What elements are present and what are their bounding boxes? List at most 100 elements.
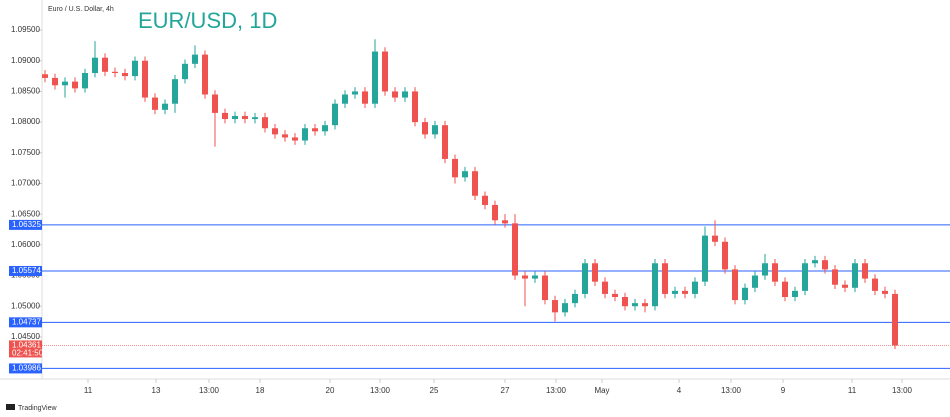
- candle-body: [592, 263, 598, 282]
- candle-body: [742, 287, 748, 301]
- candle-body: [612, 293, 618, 297]
- candle-body: [42, 74, 48, 78]
- candle-body: [522, 275, 528, 279]
- candle-body: [802, 263, 808, 291]
- candle-body: [672, 290, 678, 294]
- candle-body: [192, 54, 198, 64]
- candle-body: [872, 278, 878, 291]
- candle-body: [322, 125, 328, 132]
- x-tick-label: 13:00: [892, 386, 913, 395]
- candle-body: [282, 134, 288, 138]
- last-price-badge: [9, 340, 42, 358]
- candle-body: [242, 115, 248, 120]
- candle-body: [652, 263, 658, 307]
- level-label: 1.03986: [12, 364, 41, 373]
- candle-body: [602, 281, 608, 294]
- candle-body: [392, 91, 398, 98]
- y-tick-label: 1.08000: [11, 117, 40, 126]
- candle-body: [712, 235, 718, 242]
- candle-body: [662, 263, 668, 294]
- candle-body: [292, 137, 298, 141]
- candle-body: [762, 263, 768, 276]
- candle-body: [892, 293, 898, 346]
- candle-body: [112, 71, 118, 74]
- y-tick-label: 1.07000: [11, 179, 40, 188]
- candle-body: [882, 290, 888, 294]
- candle-body: [822, 260, 828, 270]
- x-tick-label: 13:00: [370, 386, 391, 395]
- candle-body: [102, 57, 108, 72]
- candle-body: [502, 220, 508, 224]
- level-badge: [9, 265, 42, 276]
- x-tick-label: 9: [781, 386, 786, 395]
- level-badge: [9, 363, 42, 374]
- candle-body: [772, 263, 778, 282]
- x-tick-label: 25: [430, 386, 439, 395]
- x-tick-label: May: [594, 386, 609, 395]
- candle-body: [382, 51, 388, 92]
- candle-body: [212, 94, 218, 113]
- candle-body: [692, 281, 698, 294]
- candle-body: [702, 235, 708, 282]
- candle-body: [152, 97, 158, 110]
- candle-body: [552, 300, 558, 313]
- candle-body: [682, 290, 688, 294]
- candle-body: [482, 195, 488, 205]
- candle-body: [312, 128, 318, 132]
- candle-body: [122, 73, 128, 77]
- candle-body: [442, 125, 448, 159]
- y-tick-label: 1.06000: [11, 240, 40, 249]
- y-tick-label: 1.08500: [11, 87, 40, 96]
- y-tick-label: 1.09000: [11, 56, 40, 65]
- candle-body: [532, 275, 538, 279]
- candle-body: [812, 260, 818, 264]
- level-label: 1.05574: [12, 266, 41, 275]
- chart-subtitle: Euro / U.S. Dollar, 4h: [48, 6, 114, 13]
- candle-body: [162, 103, 168, 110]
- x-tick-label: 4: [677, 386, 682, 395]
- x-tick-label: 11: [84, 386, 93, 395]
- countdown-label: 02:41:50: [12, 349, 44, 358]
- candle-body: [92, 57, 98, 74]
- candle-body: [52, 77, 58, 86]
- x-tick-label: 13:00: [546, 386, 567, 395]
- candle-body: [452, 158, 458, 178]
- x-tick-label: 11: [848, 386, 857, 395]
- candle-body: [852, 263, 858, 288]
- brand-icon: [6, 404, 15, 410]
- candle-body: [572, 293, 578, 304]
- candle-body: [222, 112, 228, 120]
- candle-body: [462, 171, 468, 178]
- candle-body: [62, 81, 68, 86]
- chart-title: EUR/USD, 1D: [138, 8, 277, 33]
- candle-body: [792, 290, 798, 297]
- candle-body: [132, 60, 138, 77]
- candle-body: [412, 91, 418, 123]
- candle-body: [262, 117, 268, 129]
- brand-logo: TradingView: [6, 404, 57, 412]
- candle-body: [362, 91, 368, 104]
- candle-body: [622, 297, 628, 307]
- candle-body: [82, 73, 88, 89]
- candle-body: [492, 204, 498, 221]
- brand-text: TradingView: [18, 405, 57, 412]
- candle-body: [862, 263, 868, 279]
- candle-body: [72, 81, 78, 89]
- x-tick-label: 13: [152, 386, 161, 395]
- x-tick-label: 20: [326, 386, 335, 395]
- candle-body: [252, 117, 258, 120]
- candle-body: [842, 284, 848, 288]
- candle-body: [232, 115, 238, 120]
- y-tick-label: 1.05000: [11, 301, 40, 310]
- y-tick-label: 1.06500: [11, 209, 40, 218]
- candle-body: [432, 125, 438, 135]
- x-tick-label: 13:00: [199, 386, 220, 395]
- candle-body: [202, 54, 208, 95]
- candle-body: [272, 128, 278, 135]
- candle-body: [342, 94, 348, 104]
- candle-body: [562, 303, 568, 313]
- level-badge: [9, 317, 42, 328]
- y-tick-label: 1.07500: [11, 148, 40, 157]
